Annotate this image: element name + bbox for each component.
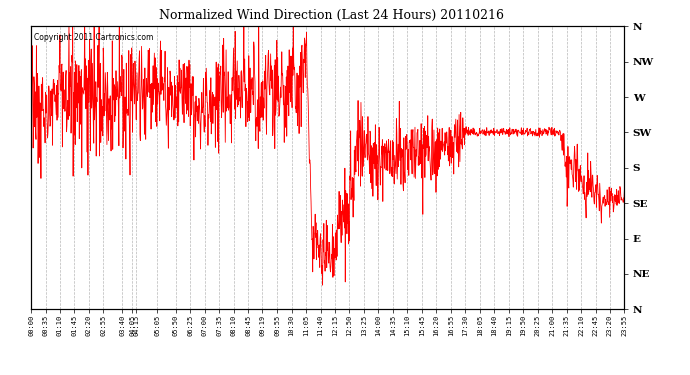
Text: Normalized Wind Direction (Last 24 Hours) 20110216: Normalized Wind Direction (Last 24 Hours… [159,9,504,22]
Text: Copyright 2011 Cartronics.com: Copyright 2011 Cartronics.com [34,33,153,42]
